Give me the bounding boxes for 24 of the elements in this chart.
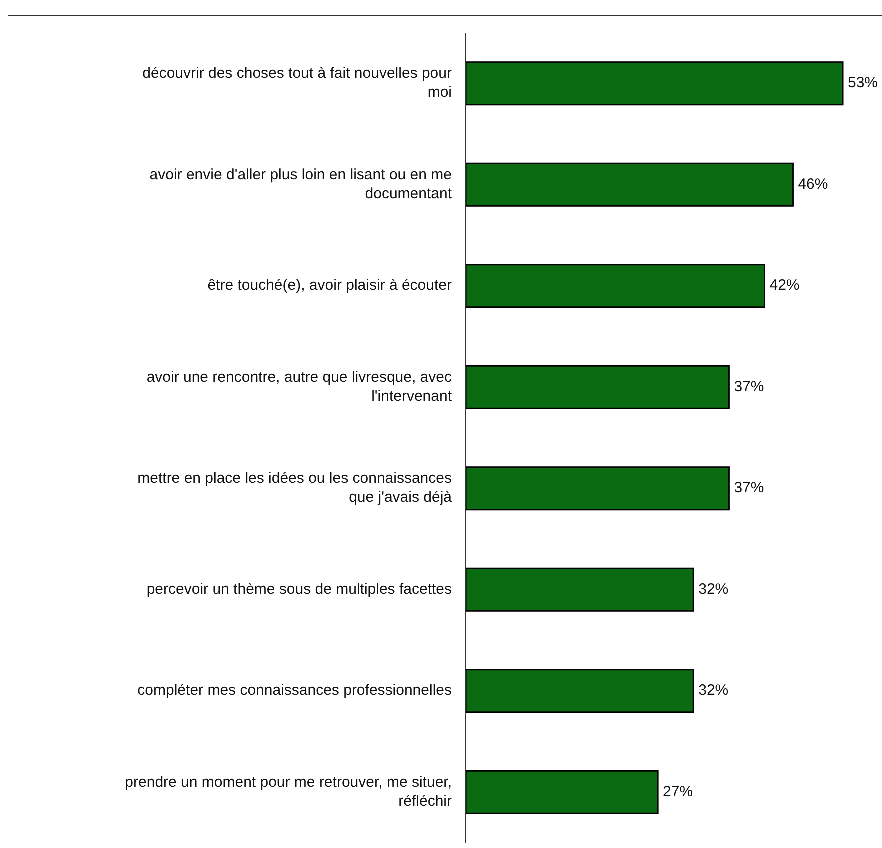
bar [465, 770, 659, 814]
data-label: 53% [848, 74, 878, 92]
data-label: 37% [734, 378, 764, 396]
bar [465, 466, 730, 511]
data-label: 46% [798, 176, 828, 193]
bar [465, 264, 766, 308]
y-tick-label: être touché(e), avoir plaisir à écouter [208, 277, 452, 294]
bar [465, 669, 694, 714]
y-tick-label: mettre en place les idées ou les connaissances que j'avais déjà [138, 470, 453, 506]
bar [465, 162, 794, 207]
data-label: 32% [698, 682, 729, 700]
y-tick-label: compléter mes connaissances professionnelles [138, 682, 452, 700]
bar [465, 568, 694, 612]
data-label: 32% [698, 580, 729, 598]
data-label: 37% [734, 480, 764, 497]
y-tick-label: prendre un moment pour me retrouver, me situer, réfléchir [125, 774, 452, 810]
y-tick-label: avoir envie d'aller plus loin en lisant ou en me documentant [150, 166, 453, 202]
y-tick-label: avoir une rencontre, autre que livresque, avec l'intervenant [146, 368, 453, 405]
bar [465, 62, 844, 106]
bar [465, 365, 730, 410]
y-tick-label: percevoir un thème sous de multiples facettes [146, 580, 452, 598]
data-label: 42% [770, 277, 800, 294]
y-tick-label: découvrir des choses tout à fait nouvelles pour moi [142, 65, 452, 102]
data-label: 27% [663, 783, 694, 800]
